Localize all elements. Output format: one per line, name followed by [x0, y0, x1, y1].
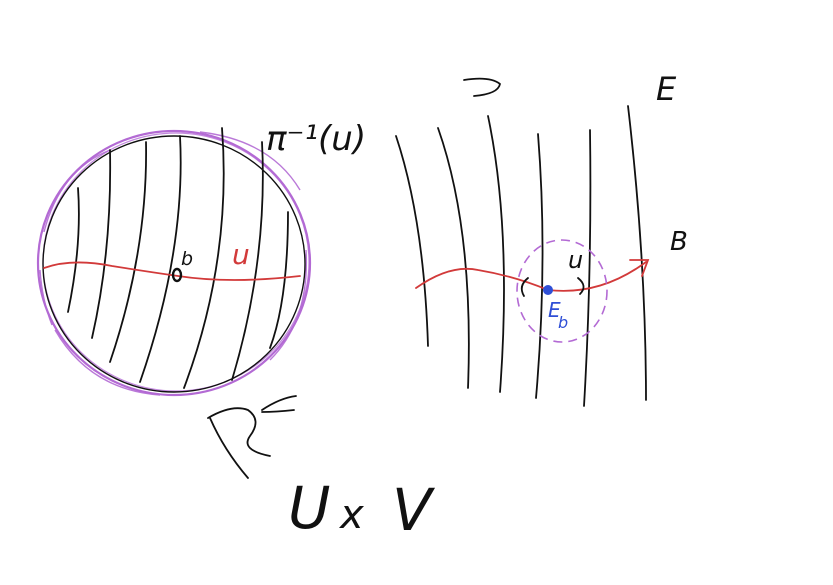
label-fiber-sub: b: [558, 313, 568, 332]
projection-mark: [463, 77, 501, 97]
base-curve-u-right: [415, 261, 647, 292]
label-u-right: u: [568, 246, 583, 274]
label-total-space: E: [656, 70, 677, 108]
base-curve-arrowhead: [629, 259, 650, 277]
product-isomorphism: U x V: [207, 395, 436, 544]
disk-fiber-7: [269, 211, 289, 349]
point-b-left: [171, 267, 183, 283]
label-product-u: U: [288, 474, 330, 542]
homeomorphism-arrow: [207, 407, 271, 479]
label-fiber: E: [548, 298, 561, 322]
total-space-picture: E B u E b: [395, 70, 688, 407]
point-b-right: [543, 285, 553, 295]
label-b-left: b: [181, 248, 193, 270]
disk-fiber-1: [67, 187, 80, 313]
fiber-6: [627, 105, 647, 401]
label-preimage: π⁻¹(u): [266, 119, 366, 159]
label-u-left: u: [232, 238, 250, 271]
disk-boundary: [42, 135, 306, 393]
disk-fiber-5: [183, 127, 225, 389]
disk-fiber-3: [109, 141, 147, 363]
fiber-3: [487, 115, 505, 393]
preimage-circle-scribble: [39, 131, 308, 396]
fiber-4: [535, 133, 544, 399]
base-curve-u-left: [43, 261, 301, 281]
preimage-circle-outline: [36, 129, 312, 397]
interval-right-paren: [577, 277, 585, 295]
disk-fiber-2: [91, 149, 112, 339]
fiber-1: [395, 135, 429, 347]
neighborhood-circle: [516, 239, 608, 343]
local-trivialization-disk: b u π⁻¹(u): [36, 119, 366, 397]
label-times: x: [338, 492, 364, 538]
fiber-2: [437, 127, 470, 389]
disk-fiber-6: [231, 141, 264, 381]
homeomorphism-arrowhead: [261, 395, 297, 413]
disk-fiber-4: [139, 135, 182, 383]
fiber-5: [583, 129, 592, 407]
interval-left-paren: [520, 277, 529, 297]
label-product-v: V: [392, 476, 436, 544]
label-base-space: B: [670, 227, 688, 257]
